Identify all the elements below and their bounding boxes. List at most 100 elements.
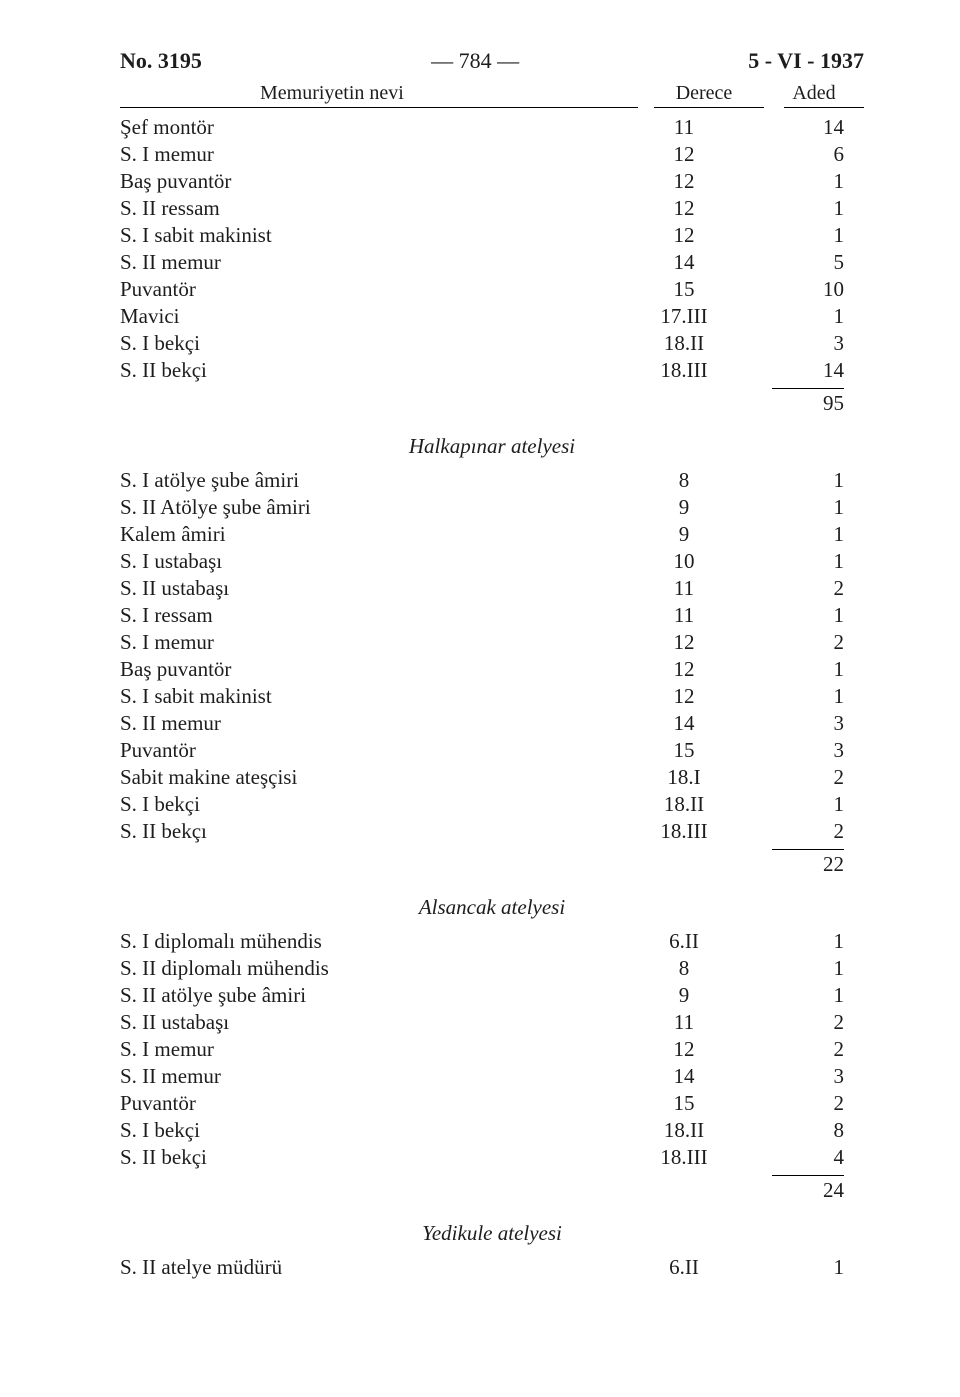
col-derece-header: Derece bbox=[644, 82, 764, 105]
row-derece: 6.II bbox=[624, 928, 744, 955]
page-number: — 784 — bbox=[431, 48, 519, 74]
table-row: Puvantör1510 bbox=[120, 276, 864, 303]
section-table: S. I atölye şube âmiri81S. II Atölye şub… bbox=[120, 467, 864, 845]
row-name: Baş puvantör bbox=[120, 656, 624, 683]
row-name: Puvantör bbox=[120, 276, 624, 303]
row-name: Puvantör bbox=[120, 737, 624, 764]
row-derece: 6.II bbox=[624, 1254, 744, 1281]
row-aded: 1 bbox=[744, 683, 864, 710]
header-rule bbox=[120, 107, 864, 108]
row-name: S. II atelye müdürü bbox=[120, 1254, 624, 1281]
table-row: S. I memur122 bbox=[120, 629, 864, 656]
table-row: Sabit makine ateşçisi18.I2 bbox=[120, 764, 864, 791]
section-table: Şef montör1114S. I memur126Baş puvantör1… bbox=[120, 114, 864, 384]
table-row: S. I bekçi18.II3 bbox=[120, 330, 864, 357]
row-aded: 3 bbox=[744, 330, 864, 357]
table-row: Kalem âmiri91 bbox=[120, 521, 864, 548]
row-name: Sabit makine ateşçisi bbox=[120, 764, 624, 791]
row-aded: 1 bbox=[744, 521, 864, 548]
row-derece: 18.I bbox=[624, 764, 744, 791]
section-title: Alsancak atelyesi bbox=[120, 895, 864, 920]
row-aded: 1 bbox=[744, 494, 864, 521]
row-derece: 14 bbox=[624, 1063, 744, 1090]
col-name-header: Memuriyetin nevi bbox=[120, 82, 644, 105]
row-aded: 1 bbox=[744, 982, 864, 1009]
table-row: S. II ustabaşı112 bbox=[120, 575, 864, 602]
row-derece: 17.III bbox=[624, 303, 744, 330]
row-name: S. II ustabaşı bbox=[120, 575, 624, 602]
section-total: 95 bbox=[120, 391, 864, 416]
row-aded: 3 bbox=[744, 737, 864, 764]
column-headers: Memuriyetin nevi Derece Aded bbox=[120, 82, 864, 105]
row-aded: 6 bbox=[744, 141, 864, 168]
row-name: Şef montör bbox=[120, 114, 624, 141]
row-aded: 2 bbox=[744, 629, 864, 656]
row-aded: 1 bbox=[744, 928, 864, 955]
table-row: S. II memur145 bbox=[120, 249, 864, 276]
row-aded: 2 bbox=[744, 1009, 864, 1036]
table-row: S. II memur143 bbox=[120, 1063, 864, 1090]
row-derece: 18.III bbox=[624, 357, 744, 384]
row-aded: 1 bbox=[744, 303, 864, 330]
row-derece: 11 bbox=[624, 602, 744, 629]
row-name: Puvantör bbox=[120, 1090, 624, 1117]
row-aded: 1 bbox=[744, 467, 864, 494]
row-derece: 18.II bbox=[624, 1117, 744, 1144]
row-derece: 11 bbox=[624, 575, 744, 602]
table-row: S. II atölye şube âmiri91 bbox=[120, 982, 864, 1009]
table-row: S. I atölye şube âmiri81 bbox=[120, 467, 864, 494]
row-name: Mavici bbox=[120, 303, 624, 330]
row-name: S. II bekçi bbox=[120, 357, 624, 384]
row-name: S. I sabit makinist bbox=[120, 222, 624, 249]
row-aded: 3 bbox=[744, 1063, 864, 1090]
row-derece: 18.II bbox=[624, 791, 744, 818]
row-name: S. II bekçı bbox=[120, 818, 624, 845]
section-total: 22 bbox=[120, 852, 864, 877]
table-row: S. I ustabaşı101 bbox=[120, 548, 864, 575]
row-derece: 11 bbox=[624, 114, 744, 141]
table-row: S. I diplomalı mühendis6.II1 bbox=[120, 928, 864, 955]
row-aded: 1 bbox=[744, 791, 864, 818]
row-name: S. I ressam bbox=[120, 602, 624, 629]
row-derece: 12 bbox=[624, 222, 744, 249]
row-name: S. I bekçi bbox=[120, 1117, 624, 1144]
col-aded-header: Aded bbox=[764, 82, 864, 105]
row-derece: 12 bbox=[624, 1036, 744, 1063]
row-name: S. I memur bbox=[120, 1036, 624, 1063]
row-derece: 18.III bbox=[624, 1144, 744, 1171]
row-name: S. I ustabaşı bbox=[120, 548, 624, 575]
row-derece: 12 bbox=[624, 141, 744, 168]
table-row: S. II bekçi18.III14 bbox=[120, 357, 864, 384]
row-derece: 12 bbox=[624, 629, 744, 656]
table-row: S. I bekçi18.II8 bbox=[120, 1117, 864, 1144]
row-derece: 10 bbox=[624, 548, 744, 575]
table-row: S. II atelye müdürü6.II1 bbox=[120, 1254, 864, 1281]
row-name: S. II diplomalı mühendis bbox=[120, 955, 624, 982]
row-aded: 2 bbox=[744, 818, 864, 845]
table-row: S. II diplomalı mühendis81 bbox=[120, 955, 864, 982]
row-derece: 8 bbox=[624, 955, 744, 982]
section-table: S. II atelye müdürü6.II1 bbox=[120, 1254, 864, 1281]
row-aded: 1 bbox=[744, 195, 864, 222]
row-derece: 11 bbox=[624, 1009, 744, 1036]
row-name: Baş puvantör bbox=[120, 168, 624, 195]
row-aded: 1 bbox=[744, 548, 864, 575]
row-aded: 14 bbox=[744, 357, 864, 384]
table-row: S. I memur122 bbox=[120, 1036, 864, 1063]
table-row: S. I memur126 bbox=[120, 141, 864, 168]
row-aded: 1 bbox=[744, 1254, 864, 1281]
section-table: S. I diplomalı mühendis6.II1S. II diplom… bbox=[120, 928, 864, 1171]
row-name: S. I diplomalı mühendis bbox=[120, 928, 624, 955]
row-name: S. II bekçi bbox=[120, 1144, 624, 1171]
row-derece: 14 bbox=[624, 249, 744, 276]
row-name: S. II memur bbox=[120, 249, 624, 276]
table-row: Baş puvantör121 bbox=[120, 656, 864, 683]
row-aded: 5 bbox=[744, 249, 864, 276]
row-name: S. II memur bbox=[120, 710, 624, 737]
row-name: S. I sabit makinist bbox=[120, 683, 624, 710]
table-row: S. I ressam111 bbox=[120, 602, 864, 629]
row-aded: 2 bbox=[744, 575, 864, 602]
row-name: S. II atölye şube âmiri bbox=[120, 982, 624, 1009]
table-row: S. I bekçi18.II1 bbox=[120, 791, 864, 818]
total-rule bbox=[120, 845, 864, 850]
